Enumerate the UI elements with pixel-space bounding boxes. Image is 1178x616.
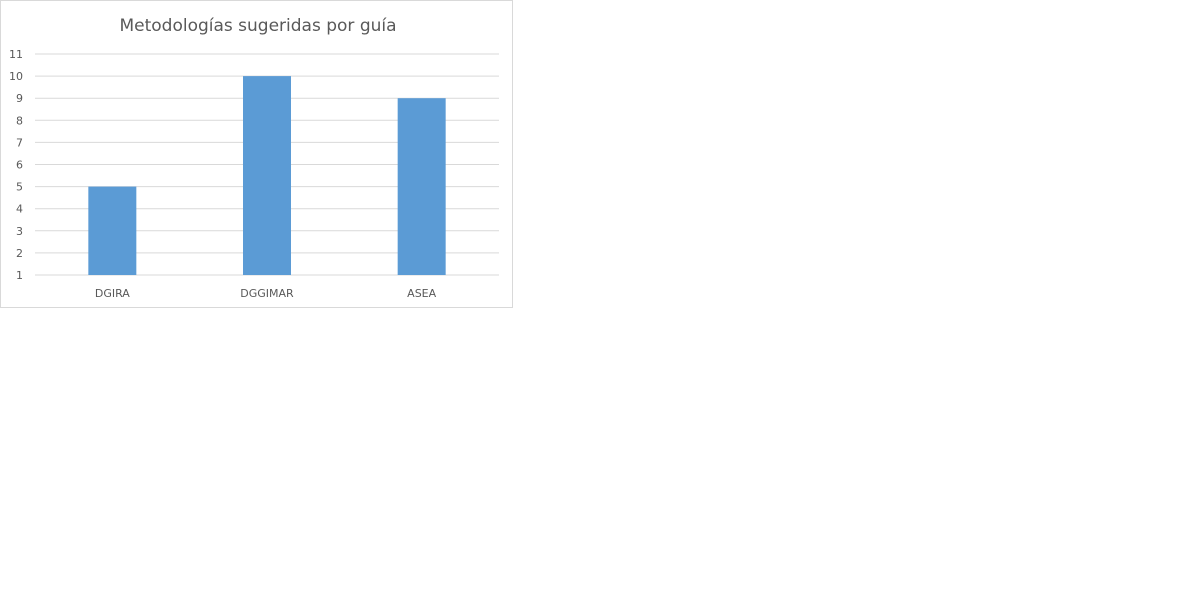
y-tick-label: 7 xyxy=(16,136,23,149)
y-tick-label: 6 xyxy=(16,159,23,172)
bar-asea xyxy=(397,98,446,275)
bar-chart: Metodologías sugeridas por guía 1 2 3 4 5 6 7 8… xyxy=(9,16,499,300)
y-tick-label: 3 xyxy=(16,225,23,238)
y-tick-label: 5 xyxy=(16,181,23,194)
bars xyxy=(88,76,446,275)
y-tick-label: 1 xyxy=(16,269,23,282)
chart-title: Metodologías sugeridas por guía xyxy=(119,16,396,36)
y-tick-label: 9 xyxy=(16,92,23,105)
y-tick-label: 8 xyxy=(16,114,23,127)
x-category-label: DGIRA xyxy=(95,287,130,300)
bar-dggimar xyxy=(243,76,291,275)
y-tick-label: 10 xyxy=(9,70,23,83)
chart-frame: Metodologías sugeridas por guía 1 2 3 4 5 6 7 8… xyxy=(0,0,513,308)
y-axis-ticks: 1 2 3 4 5 6 7 8 9 10 11 xyxy=(9,48,23,282)
y-tick-label: 2 xyxy=(16,247,23,260)
x-category-label: ASEA xyxy=(407,287,436,300)
y-tick-label: 4 xyxy=(16,203,23,216)
x-category-label: DGGIMAR xyxy=(240,287,294,300)
x-axis-categories: DGIRA DGGIMAR ASEA xyxy=(95,287,437,300)
y-tick-label: 11 xyxy=(9,48,23,61)
bar-dgira xyxy=(88,186,137,275)
